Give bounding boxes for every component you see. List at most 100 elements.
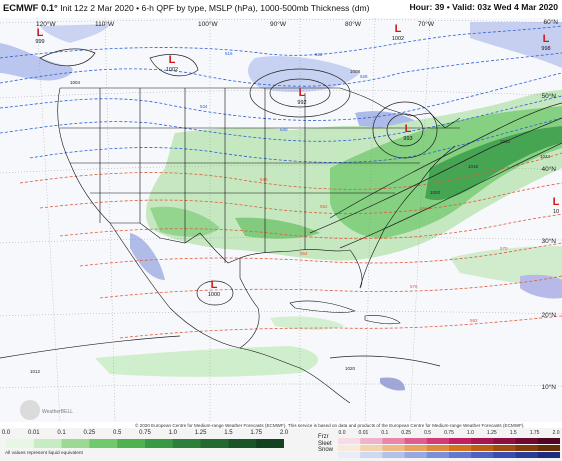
canada-us-border <box>60 87 461 129</box>
rain-area-atlantic-east <box>520 274 562 299</box>
snow-label: Snow <box>318 447 334 454</box>
svg-text:L: L <box>211 279 218 291</box>
sleet-color-swatch <box>471 445 494 451</box>
svg-text:L: L <box>299 87 306 99</box>
type-tick-label: 1.0 <box>466 430 474 436</box>
qpf-color-scale <box>6 439 284 448</box>
snow-color-swatch <box>493 452 516 458</box>
svg-text:1002: 1002 <box>166 67 178 73</box>
snow-color-swatch <box>471 452 494 458</box>
snow-color-swatch <box>404 452 428 458</box>
qpf-tick-label: 1.5 <box>224 430 233 436</box>
isobar-label: 1008 <box>350 69 361 74</box>
thickness-cold-lines <box>0 25 562 163</box>
lon-label-70w: 70°W <box>418 20 435 28</box>
snow-area-nw <box>40 24 110 43</box>
weather-map: 120°W 110°W 100°W 90°W 80°W 70°W 60°N 50… <box>0 18 562 422</box>
us-east-coast <box>359 145 456 289</box>
lat-label-50n: 50°N <box>541 92 556 100</box>
qpf-tick-label: 0.25 <box>83 430 96 436</box>
svg-text:999: 999 <box>35 39 44 45</box>
model-name: ECMWF 0.1° <box>3 2 58 13</box>
qpf-color-swatch <box>228 439 257 448</box>
isobar-lines <box>0 48 562 367</box>
qpf-tick-label: 0.1 <box>57 430 66 436</box>
qpf-color-swatch <box>200 439 229 448</box>
thickness-label: 546 <box>260 177 268 182</box>
copyright-credit: © 2020 European Centre for Medium-range … <box>135 423 525 428</box>
type-tick-label: 0.25 <box>401 430 412 436</box>
snow-area-west <box>0 43 73 81</box>
lon-label-120w: 120°W <box>36 20 56 28</box>
sleet-color-swatch <box>515 445 539 451</box>
mexico-coast <box>109 222 260 349</box>
rain-area-mexico-sw <box>130 233 165 280</box>
frzr-color-swatch <box>404 438 428 444</box>
precip-type-color-scales <box>338 438 560 458</box>
frzr-color-swatch <box>338 438 361 444</box>
frzr-color-swatch <box>471 438 494 444</box>
svg-text:L: L <box>37 27 44 39</box>
valid-time: Hour: 39 • Valid: 03z Wed 4 Mar 2020 <box>409 2 558 12</box>
lat-label-20n: 20°N <box>541 311 556 319</box>
low-center: L 1000 <box>208 279 220 298</box>
qpf-color-swatch <box>6 439 35 448</box>
thickness-label: 564 <box>300 251 308 256</box>
thickness-label: 576 <box>410 284 418 289</box>
isobar-label: 1020 <box>430 190 441 195</box>
sleet-color-swatch <box>404 445 428 451</box>
low-center: L 1002 <box>392 23 404 42</box>
snow-color-swatch <box>537 452 560 458</box>
sleet-color-swatch <box>338 445 361 451</box>
type-tick-label: 0.0 <box>338 430 346 436</box>
qpf-tick-label: 0.01 <box>27 430 40 436</box>
snow-color-swatch <box>515 452 539 458</box>
rain-area-caribbean-purple <box>380 377 405 391</box>
sleet-color-swatch <box>493 445 516 451</box>
frzr-color-swatch <box>360 438 383 444</box>
qpf-tick-label: 1.25 <box>194 430 207 436</box>
svg-text:10: 10 <box>553 209 559 215</box>
qpf-tick-label: 0.0 <box>1 430 11 436</box>
type-tick-label: 1.5 <box>509 430 517 436</box>
thickness-label: 516 <box>225 51 233 56</box>
frzr-color-swatch <box>515 438 539 444</box>
frzr-color-swatch <box>493 438 516 444</box>
qpf-scale-ticks: 0.0 0.01 0.1 0.25 0.5 0.75 1.0 1.25 1.5 1.75 2.0 <box>0 430 300 440</box>
state-lines <box>60 88 460 263</box>
low-center: L 10 <box>553 196 560 215</box>
sleet-color-swatch <box>360 445 383 451</box>
type-tick-label: 0.1 <box>381 430 389 436</box>
svg-text:L: L <box>543 33 550 45</box>
sleet-color-swatch <box>537 445 560 451</box>
isobar-label: 1020 <box>345 366 356 371</box>
qpf-color-swatch <box>256 439 284 448</box>
hispaniola <box>364 315 401 325</box>
snow-color-swatch <box>338 452 361 458</box>
lat-label-40n: 40°N <box>541 165 556 173</box>
lon-label-90w: 90°W <box>270 20 287 28</box>
qpf-tick-label: 0.5 <box>113 430 122 436</box>
qpf-tick-label: 1.75 <box>250 430 263 436</box>
lon-label-80w: 80°W <box>345 20 362 28</box>
snow-area-northeast <box>470 22 562 68</box>
rain-area-central-america <box>95 346 319 377</box>
sleet-color-swatch <box>382 445 405 451</box>
svg-text:998: 998 <box>541 46 550 52</box>
low-center: L 992 <box>297 87 306 106</box>
lat-label-10n: 10°N <box>541 383 556 391</box>
lon-label-100w: 100°W <box>198 20 218 28</box>
type-tick-label: 2.0 <box>552 430 560 436</box>
svg-text:WeatherBELL: WeatherBELL <box>42 409 73 415</box>
svg-text:L: L <box>395 23 402 35</box>
sleet-label: Sleet <box>318 440 332 447</box>
thickness-label: 540 <box>280 127 288 132</box>
snow-color-swatch <box>382 452 405 458</box>
thickness-label: 522 <box>315 52 323 57</box>
lat-label-30n: 30°N <box>541 237 556 245</box>
lat-label-60n: 60°N <box>543 18 558 26</box>
type-tick-label: 0.01 <box>358 430 369 436</box>
type-tick-label: 1.75 <box>529 430 540 436</box>
central-america-coast <box>239 347 351 404</box>
type-scale-ticks: 0.0 0.01 0.1 0.25 0.5 0.75 1.0 1.25 1.5 1.75 2.0 <box>338 430 560 438</box>
